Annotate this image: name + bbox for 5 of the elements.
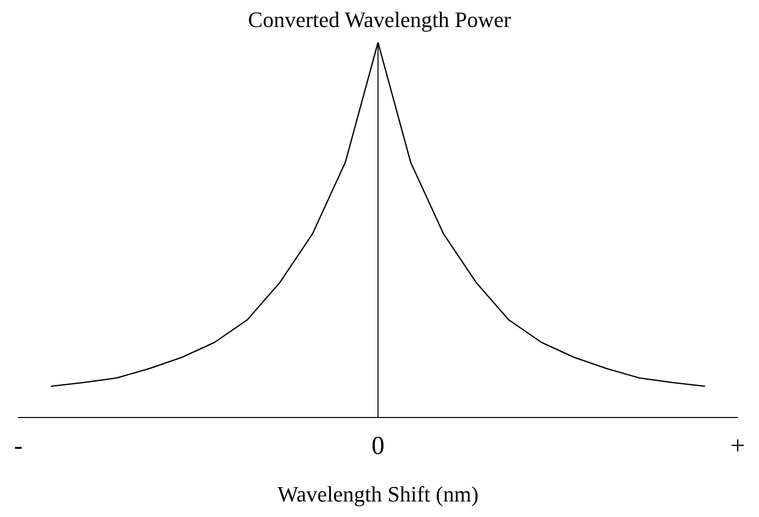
x-tick-label: + (730, 430, 746, 460)
x-tick-label: - (14, 430, 23, 460)
x-axis-title: Wavelength Shift (nm) (277, 482, 479, 507)
x-tick-label: 0 (372, 430, 384, 460)
chart-title: Converted Wavelength Power (248, 6, 512, 32)
